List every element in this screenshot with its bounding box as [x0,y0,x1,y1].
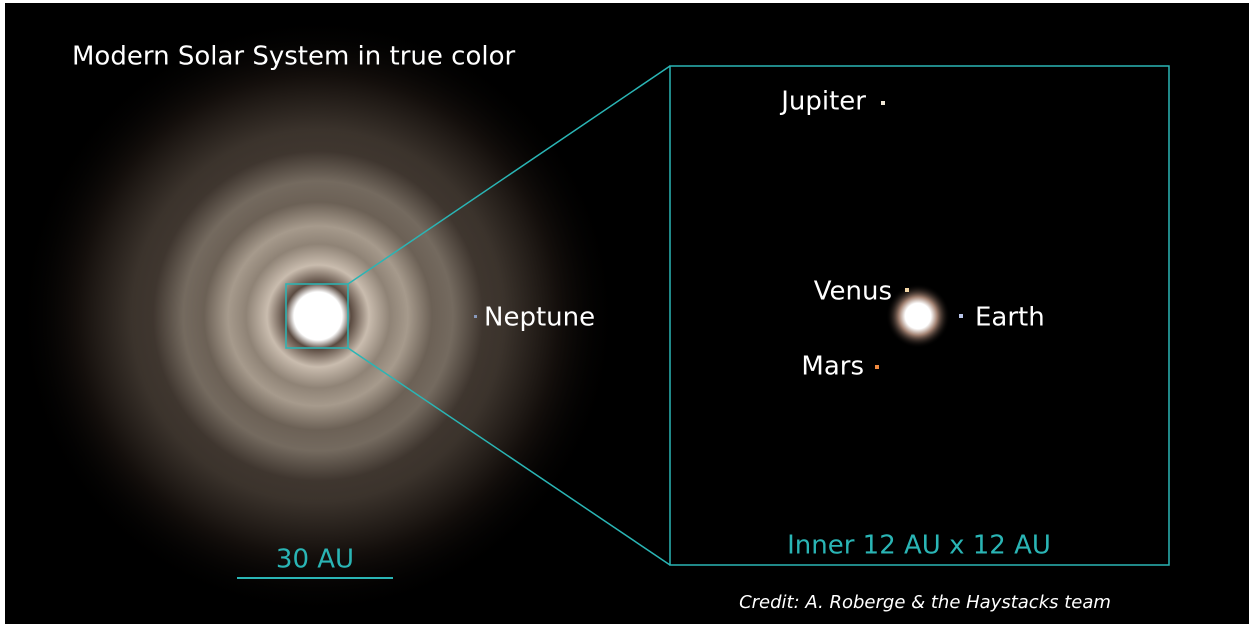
planet-label: Neptune [484,303,595,333]
credit: Credit: A. Roberge & the Haystacks team [739,592,1111,613]
planet-dot [474,315,477,318]
scale-label: 30 AU [276,545,354,575]
title: Modern Solar System in true color [72,42,515,72]
planet-dot [875,365,879,369]
sun [886,284,950,348]
planet-label: Venus [814,277,892,307]
inset-label: Inner 12 AU x 12 AU [787,531,1051,561]
planet-label: Jupiter [779,87,866,117]
planet-label: Mars [801,352,864,382]
planet-dot [881,101,885,105]
image: Modern Solar System in true color Neptun… [0,0,1254,627]
planet-label: Earth [975,303,1045,333]
planet-dot [905,288,909,292]
planet-dot [959,314,963,318]
